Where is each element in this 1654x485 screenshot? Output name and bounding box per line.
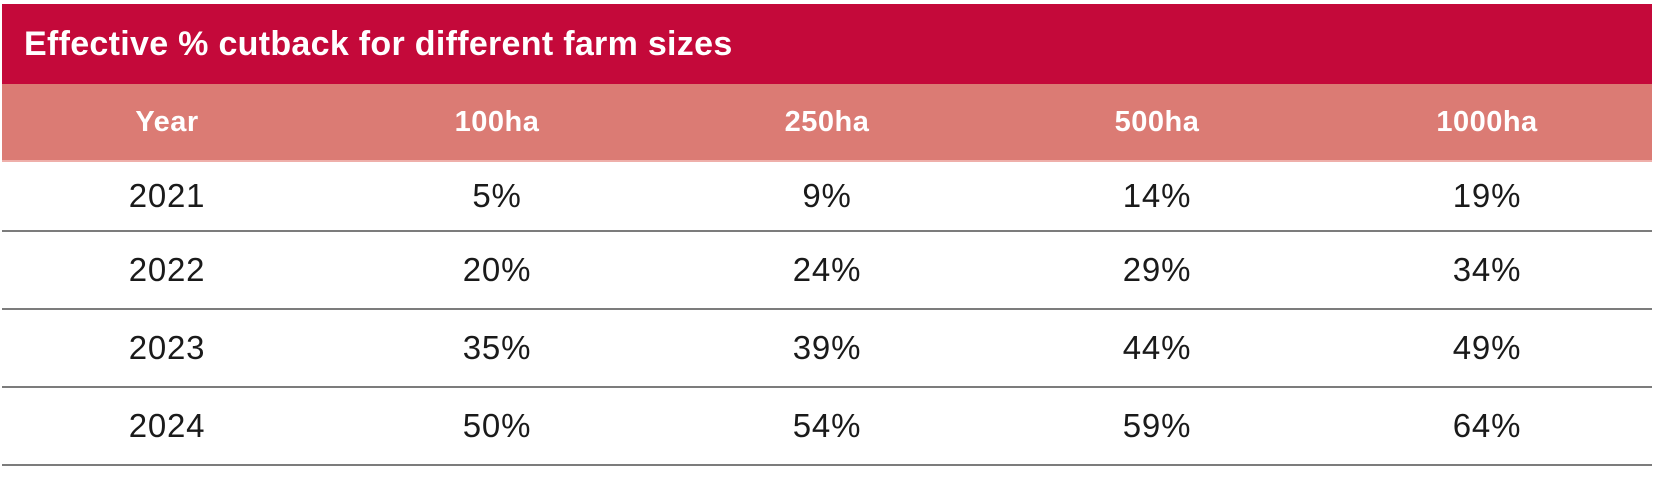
year-cell: 2021: [128, 177, 206, 214]
value-cell: 5%: [472, 177, 522, 214]
table-row-2022: 2022 20% 24% 29% 34%: [2, 232, 1652, 310]
value-cell: 44%: [1122, 329, 1192, 366]
value-cell: 14%: [1122, 177, 1192, 214]
column-header-500ha: 500ha: [1114, 105, 1200, 138]
column-header-250ha: 250ha: [784, 105, 870, 138]
value-cell: 35%: [462, 329, 532, 366]
value-cell: 29%: [1122, 251, 1192, 288]
value-cell: 50%: [462, 407, 532, 444]
value-cell: 39%: [792, 329, 862, 366]
value-cell: 49%: [1452, 329, 1522, 366]
column-header-100ha: 100ha: [454, 105, 540, 138]
value-cell: 59%: [1122, 407, 1192, 444]
value-cell: 19%: [1452, 177, 1522, 214]
value-cell: 64%: [1452, 407, 1522, 444]
year-cell: 2024: [128, 407, 206, 444]
table-row-2021: 2021 5% 9% 14% 19%: [2, 162, 1652, 232]
table-row-2024: 2024 50% 54% 59% 64%: [2, 388, 1652, 466]
table-row-2023: 2023 35% 39% 44% 49%: [2, 310, 1652, 388]
column-header-1000ha: 1000ha: [1436, 105, 1538, 138]
table-title-bar: Effective % cutback for different farm s…: [2, 4, 1652, 84]
year-cell: 2022: [128, 251, 206, 288]
table-header-row: Year 100ha 250ha 500ha 1000ha: [2, 84, 1652, 162]
value-cell: 24%: [792, 251, 862, 288]
table-title: Effective % cutback for different farm s…: [24, 24, 733, 63]
column-header-year: Year: [135, 105, 199, 138]
value-cell: 9%: [802, 177, 852, 214]
value-cell: 20%: [462, 251, 532, 288]
year-cell: 2023: [128, 329, 206, 366]
value-cell: 54%: [792, 407, 862, 444]
value-cell: 34%: [1452, 251, 1522, 288]
